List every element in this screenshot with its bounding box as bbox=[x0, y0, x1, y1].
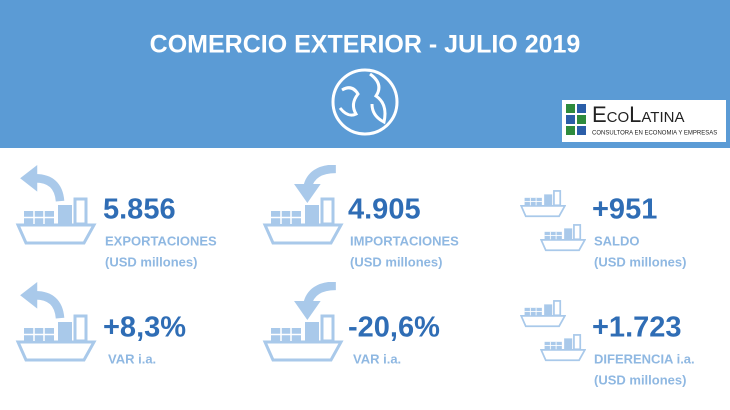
tile-value: +951 bbox=[592, 194, 657, 226]
tile-value: +8,3% bbox=[103, 312, 186, 344]
logo-tagline: CONSULTORA EN ECONOMIA Y EMPRESAS bbox=[592, 131, 717, 137]
logo-name: EcoLatina bbox=[592, 102, 684, 127]
tile-unit: (USD millones) bbox=[594, 372, 686, 387]
tile-label: DIFERENCIA i.a. bbox=[594, 351, 695, 366]
tile-label: VAR i.a. bbox=[108, 351, 156, 366]
tile-label: IMPORTACIONES bbox=[350, 233, 459, 248]
tile-label: EXPORTACIONES bbox=[105, 233, 217, 248]
logo: EcoLatina CONSULTORA EN ECONOMIA Y EMPRE… bbox=[562, 100, 726, 142]
tile-value: 4.905 bbox=[348, 194, 421, 226]
tile-label: SALDO bbox=[594, 233, 640, 248]
globe-icon bbox=[331, 68, 399, 136]
tile-value: -20,6% bbox=[348, 312, 440, 344]
tile-unit: (USD millones) bbox=[350, 254, 442, 269]
tile-value: +1.723 bbox=[592, 312, 682, 344]
tile-label: VAR i.a. bbox=[353, 351, 401, 366]
title: COMERCIO EXTERIOR - JULIO 2019 bbox=[150, 31, 581, 59]
tile-value: 5.856 bbox=[103, 194, 176, 226]
tile-unit: (USD millones) bbox=[594, 254, 686, 269]
tile-unit: (USD millones) bbox=[105, 254, 197, 269]
